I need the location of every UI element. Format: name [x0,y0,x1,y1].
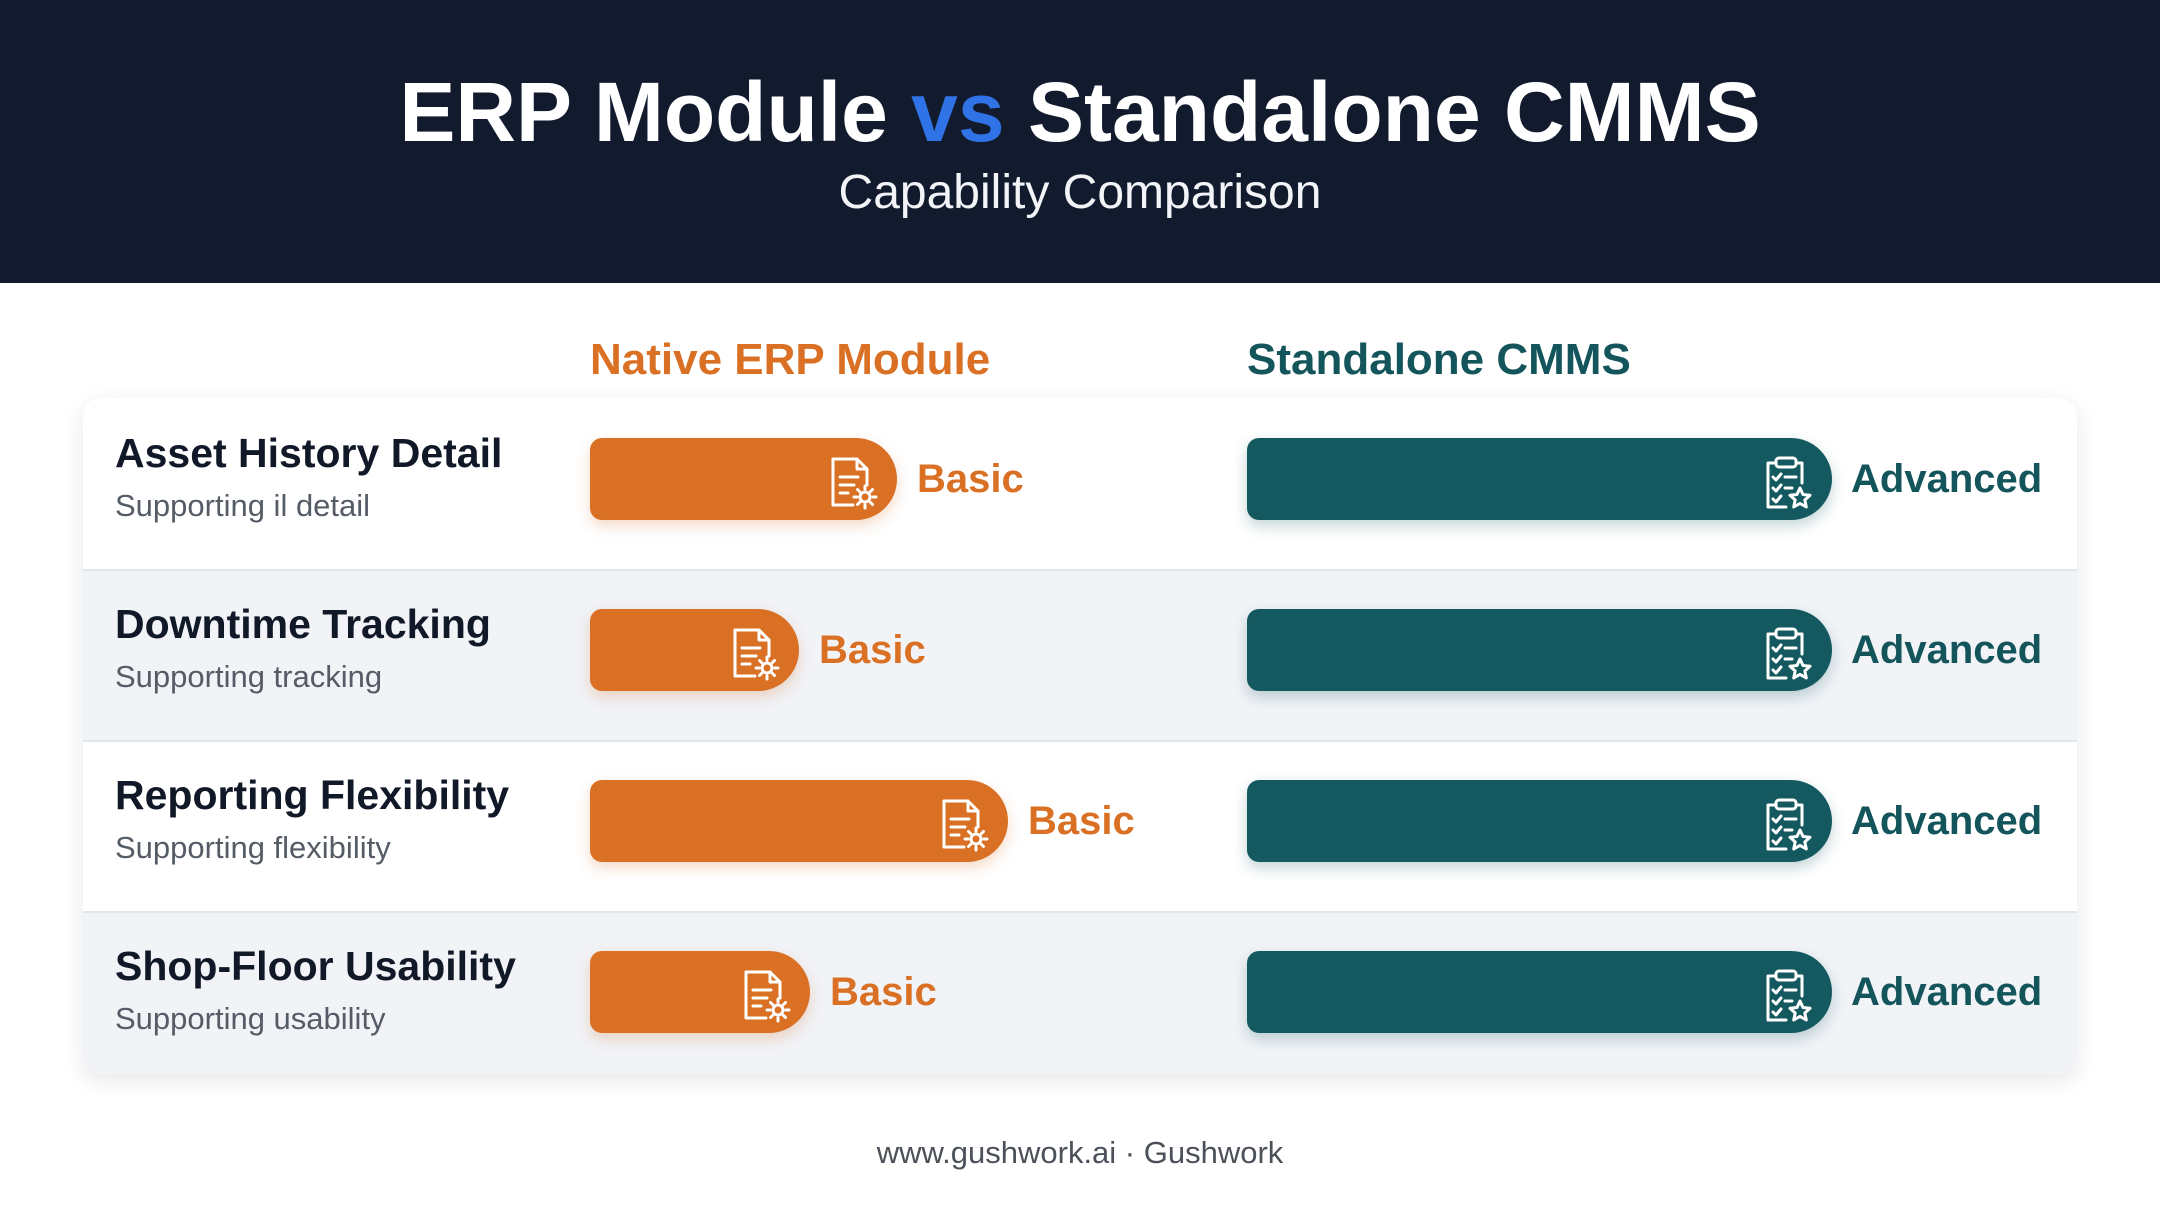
category-label: Reporting Flexibility [115,772,510,818]
column-header-cmms: Standalone CMMS [1247,335,1631,384]
table-row: Reporting Flexibility Supporting flexibil… [83,740,2077,911]
page-subtitle: Capability Comparison [838,166,1322,219]
bar-erp [590,951,810,1033]
title-part-cmms: Standalone CMMS [1027,65,1761,159]
column-header-erp: Native ERP Module [590,335,991,384]
bar-label-erp: Basic [917,457,1024,501]
category-subtitle: Supporting il detail [115,488,371,523]
bar-label-erp: Basic [819,628,926,672]
bar-label-cmms: Advanced [1851,799,2043,843]
header-banner: ERP Module vs Standalone CMMS Capability… [0,0,2160,283]
category-subtitle: Supporting tracking [115,659,383,694]
bar-cmms [1247,438,1832,520]
bar-label-erp: Basic [1028,799,1135,843]
category-label: Shop-Floor Usability [115,943,516,989]
table-row: Downtime Tracking Supporting tracking Basi… [83,569,2077,740]
bar-label-erp: Basic [830,970,937,1014]
title-vs: vs [911,65,1005,159]
category-label: Asset History Detail [115,430,503,476]
comparison-table: Asset History Detail Supporting il detail… [83,398,2077,1074]
page-title: ERP Module vs Standalone CMMS [0,62,2160,162]
title-part-erp: ERP Module [399,65,888,159]
bar-label-cmms: Advanced [1851,970,2043,1014]
bar-label-cmms: Advanced [1851,457,2043,501]
table-row: Shop-Floor Usability Supporting usability… [83,911,2077,1074]
row-divider [83,740,2077,742]
bar-cmms [1247,780,1832,862]
category-label: Downtime Tracking [115,601,491,647]
row-divider [83,911,2077,913]
category-subtitle: Supporting flexibility [115,830,391,865]
bar-label-cmms: Advanced [1851,628,2043,672]
row-divider [83,569,2077,571]
table-row: Asset History Detail Supporting il detail… [83,398,2077,569]
bar-erp [590,780,1008,862]
bar-cmms [1247,951,1832,1033]
footer-credit: www.gushwork.ai · Gushwork [876,1135,1284,1170]
bar-erp [590,438,897,520]
bar-erp [590,609,799,691]
bar-cmms [1247,609,1832,691]
category-subtitle: Supporting usability [115,1001,386,1036]
